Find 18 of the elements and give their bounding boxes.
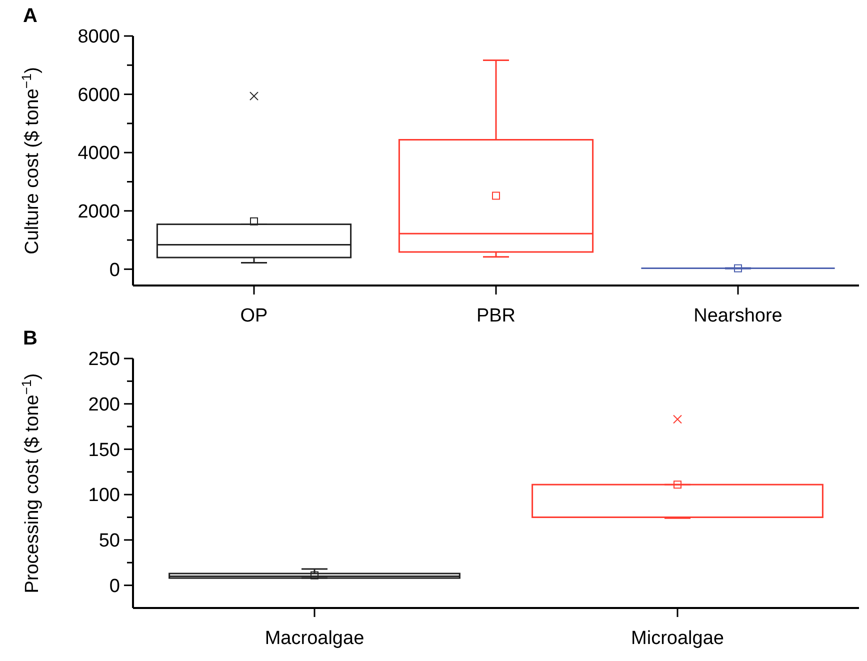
- y-tick-label: 100: [88, 485, 120, 506]
- y-tick-label: 2000: [78, 202, 120, 223]
- x-tick-label: Microalgae: [631, 628, 724, 649]
- y-tick-label: 0: [109, 260, 120, 281]
- chart-title: B: [23, 328, 38, 350]
- x-tick-label: OP: [240, 306, 268, 326]
- y-tick-label: 8000: [78, 26, 120, 48]
- x-tick-label: Macroalgae: [264, 628, 364, 649]
- x-tick-label: PBR: [476, 306, 516, 326]
- y-tick-label: 50: [98, 530, 120, 552]
- y-tick-label: 200: [88, 394, 120, 416]
- y-tick-label: 4000: [78, 143, 120, 164]
- x-tick-label: Nearshore: [694, 306, 782, 326]
- y-tick-label: 250: [88, 349, 120, 370]
- chart-title: A: [23, 5, 38, 27]
- y-tick-label: 0: [109, 576, 120, 597]
- y-tick-label: 6000: [78, 84, 120, 106]
- y-tick-label: 150: [88, 440, 120, 461]
